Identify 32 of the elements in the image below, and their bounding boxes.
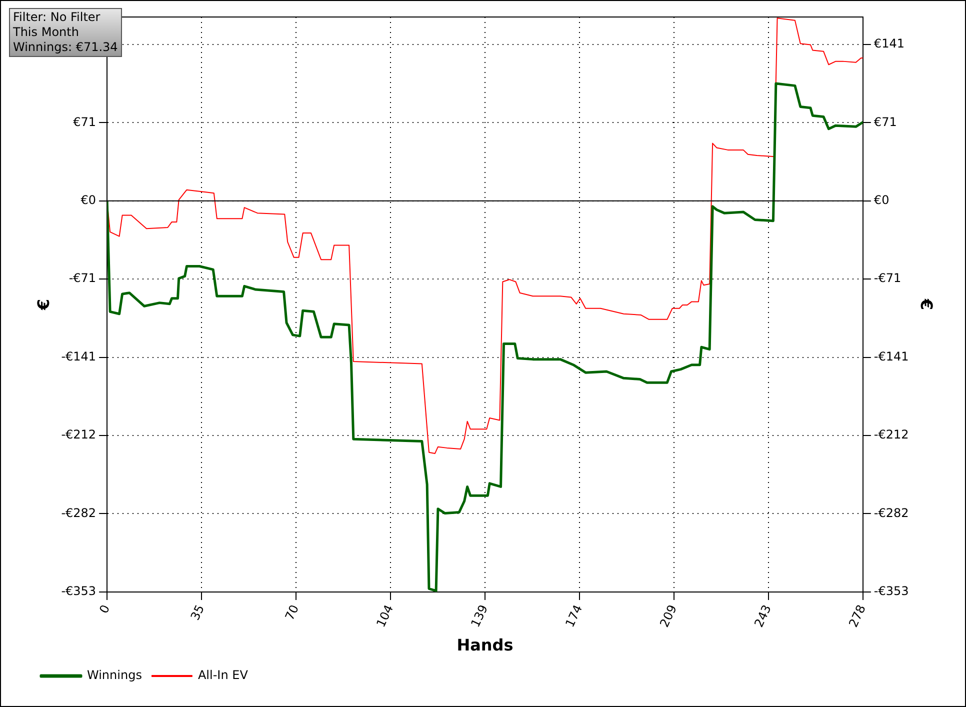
y-tick-label: -€212 [61,428,96,442]
legend-label: All-In EV [198,668,249,682]
x-tick-label: 174 [562,602,586,630]
annotation: Winnings: €71.34 [13,40,118,55]
y2-tick-label: €71 [874,114,897,129]
legend-label: Winnings [87,668,142,682]
x-tick-label: 104 [374,602,396,630]
y2-tick-label: -€212 [874,428,909,442]
y-tick-label: -€282 [61,506,96,520]
y2-tick-label: €141 [874,36,904,51]
y-tick-label: -€353 [61,584,96,598]
x-tick-label: 209 [657,602,680,630]
y-tick-label: €0 [80,193,96,208]
y2-tick-label: -€353 [874,584,909,598]
y2-tick-label: €0 [874,193,890,208]
x-tick-label: 243 [752,602,774,630]
text: This Month [13,25,80,40]
y2-tick-label: -€141 [874,349,909,364]
text: Filter: No Filter [13,10,102,25]
y-tick-label: -€141 [61,349,96,364]
x-tick-label: 139 [468,602,491,630]
x-axis-title: Hands [456,636,514,655]
y2-tick-label: -€71 [874,271,902,286]
x-tick-label: 0 [96,602,113,616]
y-axis-title: € [34,298,53,312]
y2-tick-label: -€282 [874,506,909,520]
x-tick-label: 278 [846,602,868,630]
y-tick-label: €71 [73,114,96,129]
x-tick-label: 70 [282,602,302,622]
y-tick-label: -€71 [68,271,96,286]
x-tick-label: 35 [188,602,208,622]
y2-axis-title: € [917,298,936,310]
